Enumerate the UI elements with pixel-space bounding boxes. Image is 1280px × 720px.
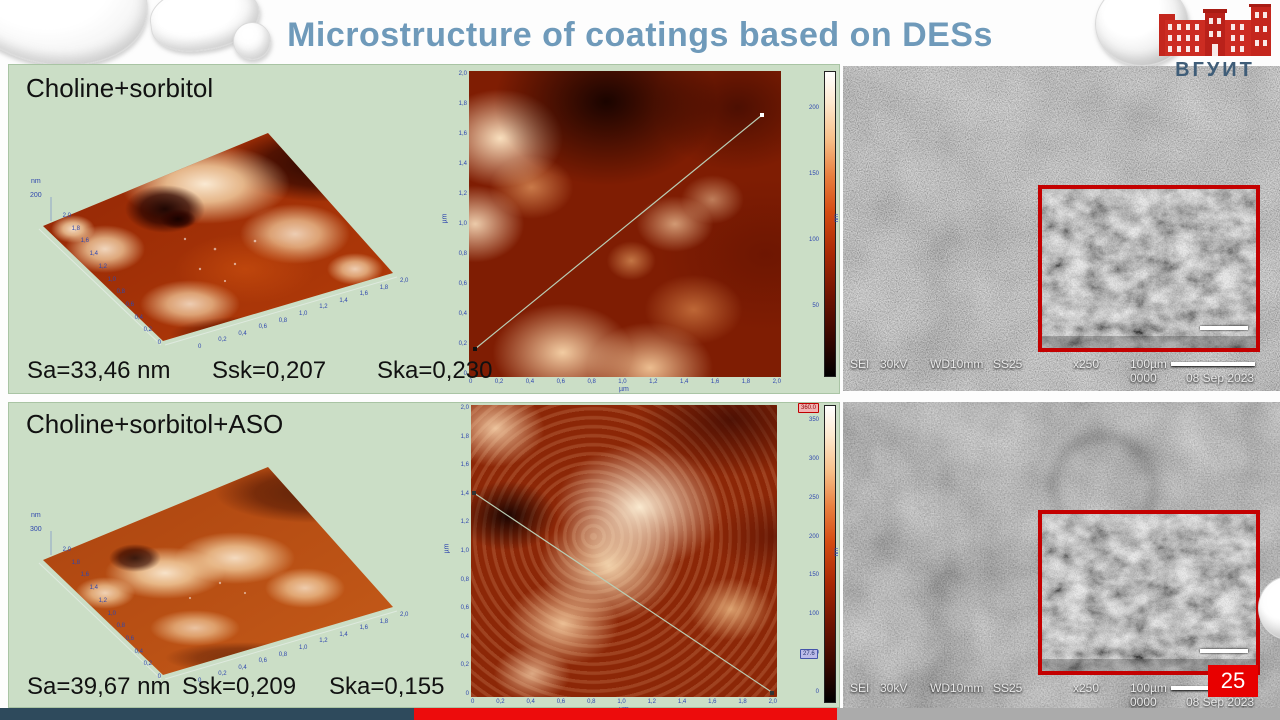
z-axis-max: 200 — [30, 192, 42, 199]
sample-label: Choline+sorbitol — [26, 73, 214, 103]
afm-3d-plot: nm 200 2,0 1,8 1,6 1,4 1,2 1,0 0,8 0,6 0,4 0,2 0 0… — [15, 109, 445, 361]
stat-sa: Sa=39,67 nm — [27, 673, 171, 700]
colorbar — [824, 71, 836, 377]
afm-3d-surface — [38, 467, 398, 680]
bottom-bar-dark-segment — [0, 708, 414, 720]
sem-detector: SEI — [850, 681, 870, 695]
sem-image-choline-sorbitol: SEI 30kV WD10mm SS25 x250 100µm 0000 08 … — [843, 66, 1280, 391]
sem-frame: 0000 — [1130, 371, 1157, 385]
colorbar-max-value: 360.0 — [798, 403, 820, 413]
sem-working-distance: WD10mm — [930, 357, 984, 371]
bottom-bar-red-segment — [414, 708, 837, 720]
sem-spot-size: SS25 — [993, 681, 1023, 695]
sem-magnification: x250 — [1073, 357, 1100, 371]
z-axis-unit: nm — [31, 512, 41, 519]
inset-scale-bar — [1200, 326, 1248, 330]
colorbar-labels: 200 150 100 50 — [808, 105, 819, 309]
colorbar-unit: nm — [834, 547, 841, 557]
stat-ska: Ska=0,230 — [377, 357, 493, 384]
afm-2d-map — [471, 405, 777, 697]
sem-date: 08 Sep 2023 — [1186, 371, 1255, 385]
afm-2d-map — [469, 71, 781, 377]
afm-2d-y-axis-unit: µm — [443, 543, 451, 554]
inset-scale-bar — [1200, 649, 1248, 653]
sem-working-distance: WD10mm — [930, 681, 984, 695]
afm-2d-y-axis-ticks: 2,0 1,8 1,6 1,4 1,2 1,0 0,8 0,6 0,4 0,2 0 — [460, 405, 469, 697]
panel-choline-sorbitol: Choline+sorbitol — [8, 64, 840, 394]
afm-3d-surface — [38, 133, 398, 346]
sem-frame: 0000 — [1130, 695, 1157, 708]
sem-inset-zoom — [1038, 510, 1260, 675]
sem-voltage: 30kV — [880, 357, 908, 371]
afm-2d-x-axis-ticks: 0 0,2 0,4 0,6 0,8 1,0 1,2 1,4 1,6 1,8 2,0 — [469, 379, 781, 385]
z-axis-unit: nm — [31, 178, 41, 185]
colorbar-min-value: 27.6 — [800, 649, 818, 659]
sem-spot-size: SS25 — [993, 357, 1023, 371]
sem-date: 08 Sep 2023 — [1186, 695, 1255, 708]
afm-2d-x-axis-ticks: 0 0,2 0,4 0,6 0,8 1,0 1,2 1,4 1,6 1,8 2,0 — [471, 699, 777, 705]
afm-3d-plot: nm 300 2,0 1,8 1,6 1,4 1,2 1,0 0,8 0,6 0,4 0,2 0 0… — [15, 443, 445, 695]
sem-inset-zoom — [1038, 185, 1260, 352]
droplet-decoration — [233, 22, 271, 60]
university-building-icon — [1159, 4, 1273, 56]
stat-ska: Ska=0,155 — [329, 673, 445, 700]
stat-sa: Sa=33,46 nm — [27, 357, 171, 384]
inset-info-strip — [1042, 336, 1256, 348]
stat-ssk: Ssk=0,209 — [182, 673, 297, 700]
z-axis-max: 300 — [30, 526, 42, 533]
sem-inset-texture — [1042, 189, 1256, 348]
afm-2d-y-axis-unit: µm — [441, 213, 449, 224]
sem-voltage: 30kV — [880, 681, 908, 695]
stat-ssk: Ssk=0,207 — [212, 357, 327, 384]
sample-label: Choline+sorbitol+ASO — [26, 409, 284, 439]
logo-text: ВГУИТ — [1175, 59, 1255, 81]
sem-inset-texture — [1042, 514, 1256, 671]
profile-line — [472, 491, 774, 695]
inset-info-strip — [1042, 659, 1256, 671]
sem-scale-bar — [1171, 362, 1255, 366]
slide-title: Microstructure of coatings based on DESs — [287, 16, 993, 54]
sem-scale-label: 100µm — [1130, 357, 1167, 371]
page-number: 25 — [1208, 665, 1258, 697]
afm-2d-y-axis-ticks: 2,0 1,8 1,6 1,4 1,2 1,0 0,8 0,6 0,4 0,2 0 — [458, 71, 467, 377]
university-logo: ВГУИТ — [1156, 4, 1274, 82]
bottom-bar-gray-segment — [837, 708, 1280, 720]
sem-detector: SEI — [850, 357, 870, 371]
sem-magnification: x250 — [1073, 681, 1100, 695]
colorbar-unit: nm — [834, 213, 841, 223]
sem-scale-label: 100µm — [1130, 681, 1167, 695]
panel-choline-sorbitol-aso: Choline+sorbitol+ASO — [8, 402, 841, 713]
afm-2d-x-axis-unit: µm — [619, 386, 629, 393]
profile-line — [473, 113, 764, 351]
colorbar — [824, 405, 836, 703]
sem-image-choline-sorbitol-aso: SEI 30kV WD10mm SS25 x250 100µm 0000 08 … — [843, 402, 1280, 708]
